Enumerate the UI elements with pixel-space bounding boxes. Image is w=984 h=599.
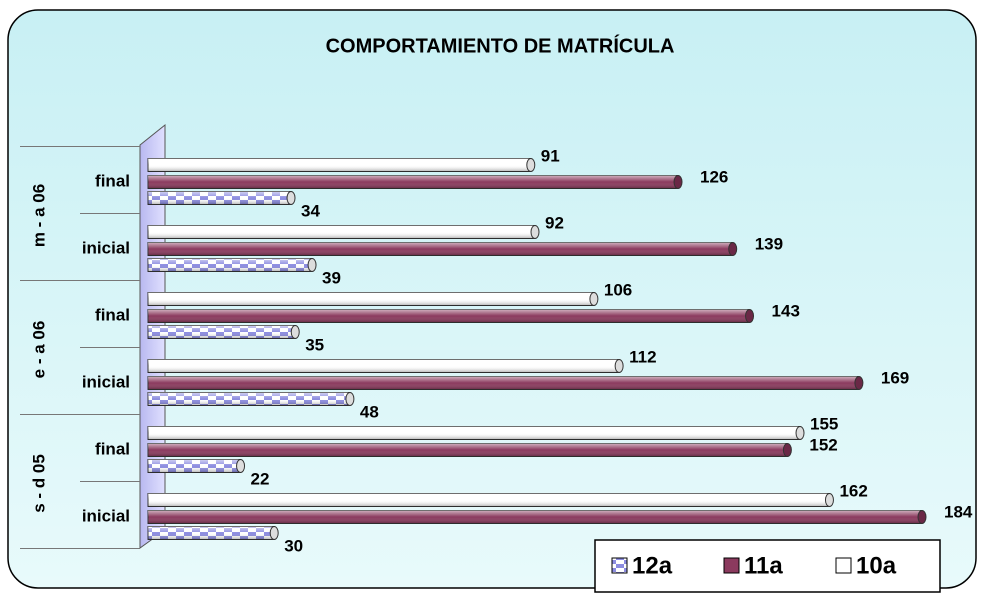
bar-shade xyxy=(148,258,313,272)
value-label: 92 xyxy=(545,213,564,232)
bar-cap xyxy=(236,459,246,473)
bar-shade xyxy=(148,493,830,507)
bar-shade xyxy=(148,292,594,306)
value-label: 162 xyxy=(839,481,867,500)
legend-label: 12a xyxy=(632,552,673,579)
bar-cap xyxy=(824,493,834,507)
value-label: 112 xyxy=(629,347,656,366)
bar-cap xyxy=(269,526,279,540)
bar-shade xyxy=(148,426,801,440)
value-label: 155 xyxy=(810,414,838,433)
bar-shade xyxy=(148,392,350,406)
bar-cap xyxy=(854,376,864,390)
bar-shade xyxy=(148,376,859,390)
value-label: 30 xyxy=(284,536,303,555)
bar-cap xyxy=(728,242,738,256)
group-label: e - a 06 xyxy=(29,321,48,379)
bar-shade xyxy=(148,242,733,256)
bar-shade xyxy=(148,191,292,205)
bar-cap xyxy=(530,225,540,239)
value-label: 22 xyxy=(251,469,270,488)
bar-cap xyxy=(782,443,792,457)
bar-shade xyxy=(148,359,620,373)
bar-cap xyxy=(307,258,317,272)
value-label: 106 xyxy=(604,280,632,299)
category-label: final xyxy=(95,171,130,190)
bar-shade xyxy=(148,526,275,540)
bar-cap xyxy=(614,359,624,373)
legend-swatch xyxy=(723,557,740,574)
bar-shade xyxy=(148,443,788,457)
legend-swatch xyxy=(835,557,852,574)
bar-cap xyxy=(673,175,683,189)
value-label: 152 xyxy=(809,435,837,454)
bar-cap xyxy=(745,309,755,323)
legend-label: 11a xyxy=(744,552,783,579)
category-label: final xyxy=(95,305,130,324)
category-label: final xyxy=(95,439,130,458)
bar-cap xyxy=(290,325,300,339)
value-label: 184 xyxy=(944,502,973,521)
category-label: inicial xyxy=(82,372,130,391)
value-label: 91 xyxy=(541,146,560,165)
bar-shade xyxy=(148,225,535,239)
value-label: 39 xyxy=(322,268,341,287)
bar-shade xyxy=(148,175,679,189)
category-label: inicial xyxy=(82,506,130,525)
value-label: 143 xyxy=(772,301,800,320)
bar-shade xyxy=(148,510,922,524)
bar-shade xyxy=(148,459,241,473)
bar-cap xyxy=(286,191,296,205)
legend-swatch xyxy=(611,557,628,574)
legend-label: 10a xyxy=(856,552,897,579)
bar-cap xyxy=(917,510,927,524)
category-label: inicial xyxy=(82,238,130,257)
bar-cap xyxy=(795,426,805,440)
bar-shade xyxy=(148,325,296,339)
value-label: 126 xyxy=(700,167,728,186)
bar-cap xyxy=(589,292,599,306)
bar-cap xyxy=(526,158,536,172)
group-label: s - d 05 xyxy=(29,454,48,513)
value-label: 35 xyxy=(305,335,324,354)
value-label: 48 xyxy=(360,402,379,421)
group-label: m - a 06 xyxy=(29,184,48,247)
bar-cap xyxy=(345,392,355,406)
value-label: 169 xyxy=(881,368,909,387)
value-label: 139 xyxy=(755,234,783,253)
bar-shade xyxy=(148,158,531,172)
value-label: 34 xyxy=(301,201,320,220)
legend-box xyxy=(594,539,941,593)
bar-shade xyxy=(148,309,750,323)
chart-title: COMPORTAMIENTO DE MATRÍCULA xyxy=(326,34,675,57)
